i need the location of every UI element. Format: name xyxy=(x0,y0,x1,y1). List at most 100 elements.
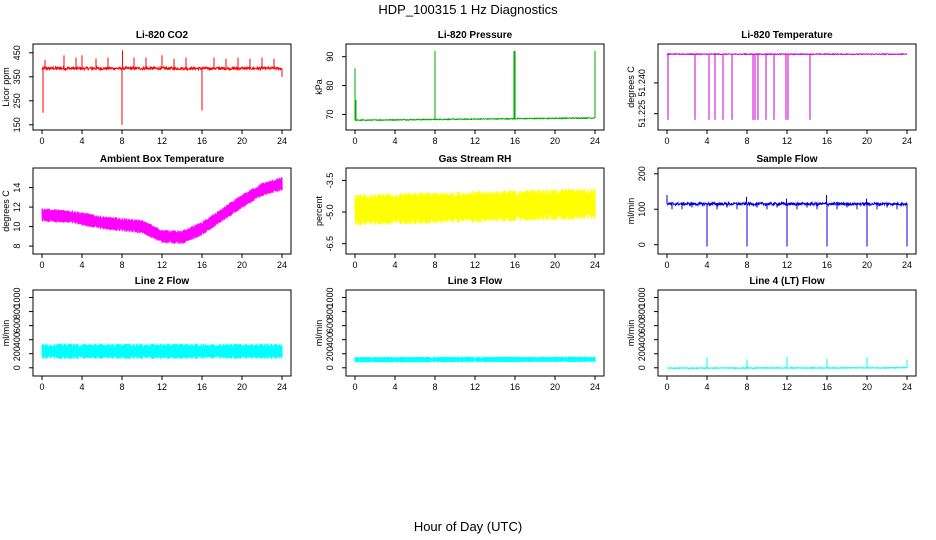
x-tick-label: 4 xyxy=(79,136,84,146)
chart-panel: Li-820 CO2 Licor ppm 0 4 8 12 16 20 24 150 250 350 4… xyxy=(1,30,292,146)
x-tick-label: 12 xyxy=(157,136,167,146)
y-tick-label: 80 xyxy=(325,81,335,91)
y-tick-label: 800 xyxy=(325,304,335,319)
x-tick-label: 8 xyxy=(432,136,437,146)
x-tick-label: 16 xyxy=(197,136,207,146)
x-tick-label: 12 xyxy=(157,382,167,392)
y-tick-label: 600 xyxy=(325,318,335,333)
x-tick-label: 0 xyxy=(39,382,44,392)
x-tick-label: 8 xyxy=(432,260,437,270)
plot-frame xyxy=(32,289,292,377)
chart-panel: Line 4 (LT) Flow ml/min 0 4 8 12 16 20 24 0 200400… xyxy=(626,276,917,392)
x-tick-label: 12 xyxy=(782,260,792,270)
y-tick-label: 200 xyxy=(637,166,647,181)
y-tick-label: 8 xyxy=(12,244,22,249)
chart-panel: Ambient Box Temperature degrees C 0 4 8 12 16 2… xyxy=(1,154,292,270)
y-tick-label: 400 xyxy=(12,332,22,347)
x-tick-label: 12 xyxy=(470,382,480,392)
y-axis-label: ml/min xyxy=(1,320,11,347)
chart-title: Sample Flow xyxy=(756,154,817,165)
x-tick-label: 20 xyxy=(862,260,872,270)
plot-frame xyxy=(345,289,605,377)
x-tick-label: 4 xyxy=(79,382,84,392)
x-tick-label: 20 xyxy=(237,260,247,270)
chart-title: Gas Stream RH xyxy=(439,154,512,165)
x-tick-label: 8 xyxy=(744,260,749,270)
x-tick-label: 8 xyxy=(744,382,749,392)
y-tick-label: 1000 xyxy=(637,287,647,307)
x-tick-label: 0 xyxy=(39,260,44,270)
y-tick-label: 450 xyxy=(12,45,22,60)
x-tick-label: 0 xyxy=(664,382,669,392)
x-tick-label: 16 xyxy=(822,136,832,146)
x-tick-label: 24 xyxy=(277,136,287,146)
x-tick-label: 20 xyxy=(550,136,560,146)
y-tick-label: 800 xyxy=(637,304,647,319)
y-tick-label: 1000 xyxy=(12,287,22,307)
y-tick-label: 51.225 xyxy=(637,100,647,128)
chart-panel: Li-820 Pressure kPa 0 4 8 12 16 20 24 70 80 90 xyxy=(314,30,605,146)
x-tick-label: 8 xyxy=(119,382,124,392)
y-tick-label: 100 xyxy=(637,202,647,217)
data-series xyxy=(354,116,596,122)
data-series xyxy=(354,188,596,226)
page-title: HDP_100315 1 Hz Diagnostics xyxy=(378,2,558,17)
y-tick-label: 200 xyxy=(637,346,647,361)
y-tick-label: 12 xyxy=(12,202,22,212)
y-tick-label: 400 xyxy=(325,332,335,347)
y-tick-label: 90 xyxy=(325,52,335,62)
x-tick-label: 8 xyxy=(432,382,437,392)
x-tick-label: 0 xyxy=(664,136,669,146)
y-tick-label: 0 xyxy=(637,365,647,370)
y-tick-label: 150 xyxy=(12,117,22,132)
y-tick-label: 200 xyxy=(325,346,335,361)
data-series xyxy=(354,356,596,363)
x-tick-label: 20 xyxy=(862,136,872,146)
y-tick-label: 600 xyxy=(12,318,22,333)
x-tick-label: 24 xyxy=(590,260,600,270)
y-tick-label: -5.0 xyxy=(325,204,335,220)
y-tick-label: 600 xyxy=(637,318,647,333)
x-tick-label: 24 xyxy=(902,136,912,146)
chart-panel: Line 3 Flow ml/min 0 4 8 12 16 20 24 0 20040060080… xyxy=(314,276,605,392)
x-tick-label: 12 xyxy=(782,136,792,146)
chart-title: Ambient Box Temperature xyxy=(100,154,225,165)
y-tick-label: 0 xyxy=(325,365,335,370)
x-tick-label: 4 xyxy=(704,136,709,146)
x-tick-label: 20 xyxy=(237,136,247,146)
chart-panel: Line 2 Flow ml/min 0 4 8 12 16 20 24 0 20040060080… xyxy=(1,276,292,392)
x-tick-label: 24 xyxy=(902,260,912,270)
chart-title: Line 2 Flow xyxy=(135,276,190,287)
chart-title: Line 3 Flow xyxy=(448,276,503,287)
data-series xyxy=(666,52,908,56)
x-tick-label: 12 xyxy=(470,136,480,146)
y-tick-label: 0 xyxy=(637,242,647,247)
x-tick-label: 16 xyxy=(197,382,207,392)
data-series xyxy=(41,343,283,360)
x-tick-label: 8 xyxy=(119,136,124,146)
y-tick-label: 350 xyxy=(12,69,22,84)
x-tick-label: 24 xyxy=(277,382,287,392)
x-tick-label: 24 xyxy=(590,382,600,392)
x-tick-label: 12 xyxy=(157,260,167,270)
y-tick-label: 51.240 xyxy=(637,69,647,97)
x-tick-label: 0 xyxy=(352,136,357,146)
chart-title: Line 4 (LT) Flow xyxy=(749,276,825,287)
x-tick-label: 20 xyxy=(550,260,560,270)
x-tick-label: 20 xyxy=(237,382,247,392)
x-tick-label: 4 xyxy=(392,382,397,392)
x-tick-label: 8 xyxy=(744,136,749,146)
x-tick-label: 12 xyxy=(470,260,480,270)
x-tick-label: 0 xyxy=(352,382,357,392)
x-tick-label: 24 xyxy=(277,260,287,270)
x-tick-label: 20 xyxy=(550,382,560,392)
x-tick-label: 24 xyxy=(902,382,912,392)
y-axis-label: ml/min xyxy=(626,320,636,347)
x-tick-label: 4 xyxy=(704,382,709,392)
x-tick-label: 16 xyxy=(510,136,520,146)
y-tick-label: 800 xyxy=(12,304,22,319)
y-tick-label: 200 xyxy=(12,346,22,361)
x-tick-label: 8 xyxy=(119,260,124,270)
y-axis-label: degrees C xyxy=(1,190,11,232)
